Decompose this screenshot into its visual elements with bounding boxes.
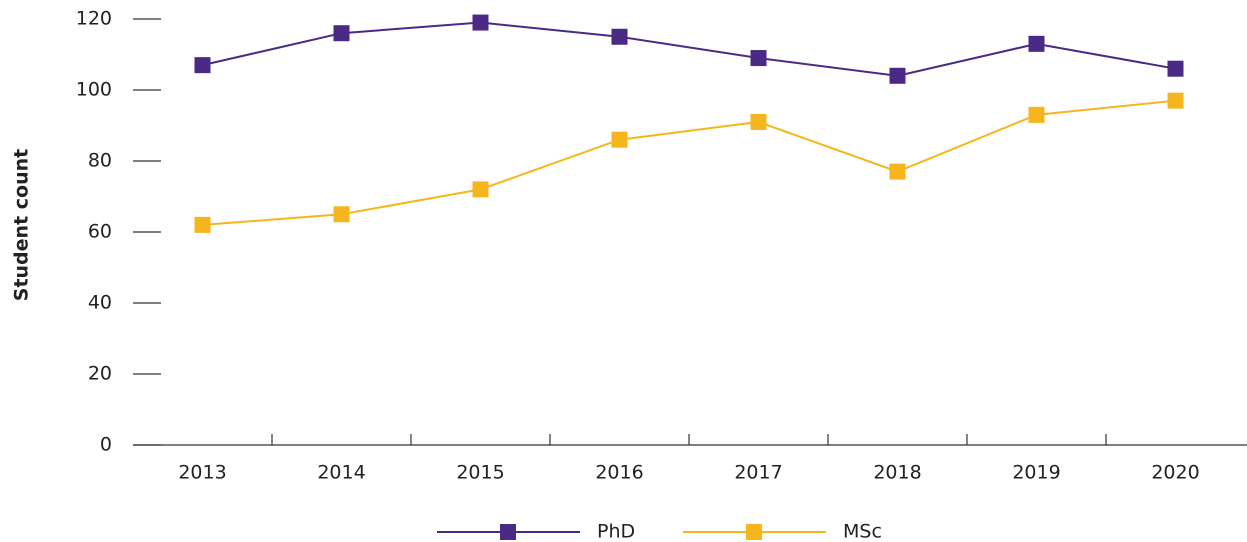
point-marker xyxy=(611,28,628,45)
point-marker xyxy=(1167,92,1184,109)
x-tick-label: 2017 xyxy=(734,462,782,484)
point-marker xyxy=(1028,106,1045,123)
y-tick-label: 100 xyxy=(76,79,112,101)
legend-marker xyxy=(746,524,762,540)
point-marker xyxy=(750,50,767,67)
y-tick-label: 80 xyxy=(88,150,112,172)
y-tick-label: 60 xyxy=(88,221,112,243)
x-tick-label: 2019 xyxy=(1012,462,1060,484)
x-tick-label: 2015 xyxy=(456,462,504,484)
series-line xyxy=(202,21,1176,77)
point-marker xyxy=(333,25,350,42)
legend-label: PhD xyxy=(597,521,635,542)
legend-marker xyxy=(500,524,516,540)
x-tick-label: 2014 xyxy=(317,462,365,484)
point-marker xyxy=(750,113,767,130)
y-tick-label: 40 xyxy=(88,292,112,314)
y-axis-label: Student count xyxy=(11,149,33,301)
x-tick-label: 2020 xyxy=(1151,462,1199,484)
y-tick-label: 120 xyxy=(76,8,112,30)
point-marker xyxy=(472,181,489,198)
point-marker xyxy=(472,14,489,31)
point-marker xyxy=(1167,60,1184,77)
series-line xyxy=(202,99,1176,226)
legend-label: MSc xyxy=(843,521,882,542)
x-tick-label: 2013 xyxy=(178,462,226,484)
y-tick-label: 20 xyxy=(88,363,112,385)
x-tick-label: 2016 xyxy=(595,462,643,484)
point-marker xyxy=(611,131,628,148)
point-marker xyxy=(889,163,906,180)
y-tick-label: 0 xyxy=(100,434,112,456)
point-marker xyxy=(889,67,906,84)
point-marker xyxy=(333,206,350,223)
point-marker xyxy=(194,57,211,74)
point-marker xyxy=(1028,35,1045,52)
x-tick-label: 2018 xyxy=(873,462,921,484)
point-marker xyxy=(194,216,211,233)
